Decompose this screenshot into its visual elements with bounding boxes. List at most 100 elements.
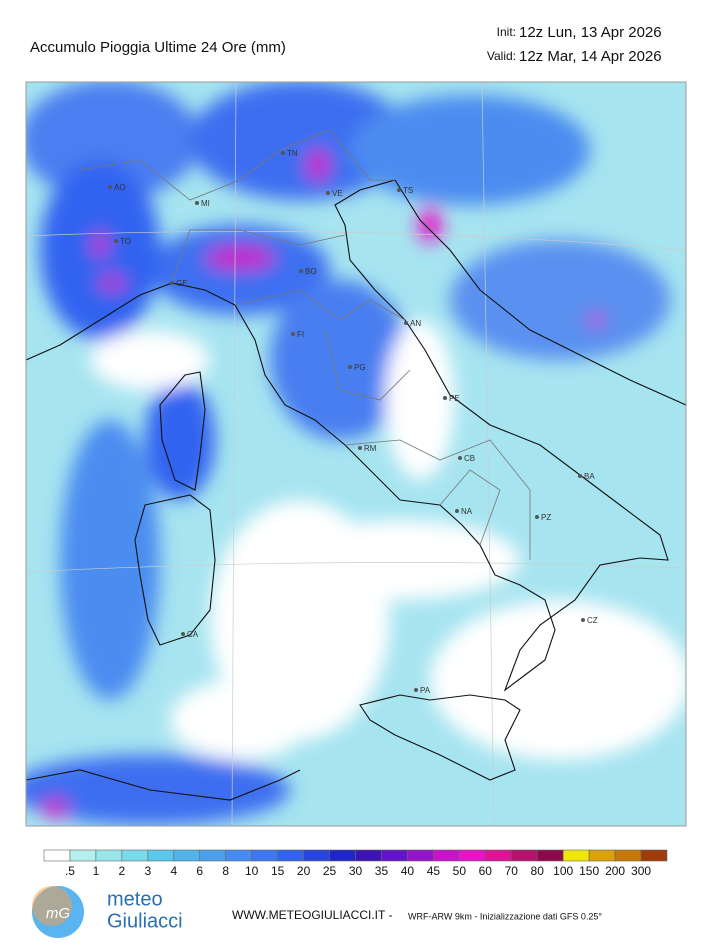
city-label: PE	[449, 394, 460, 403]
legend-swatch	[225, 849, 252, 862]
legend-label: 15	[271, 864, 285, 878]
logo-mark: mG	[46, 905, 70, 922]
legend-swatch	[433, 849, 460, 862]
legend-label: 20	[297, 864, 311, 878]
legend-label: 70	[505, 864, 519, 878]
city-dot	[281, 151, 285, 155]
city-label: NA	[461, 507, 473, 516]
city-label: TS	[403, 186, 413, 195]
legend-label: 100	[553, 864, 573, 878]
city-label: CZ	[587, 616, 598, 625]
legend-swatch	[95, 849, 123, 862]
city-dot	[414, 688, 418, 692]
city-dot	[358, 446, 362, 450]
city-dot	[581, 618, 585, 622]
map-frame	[25, 81, 687, 827]
city-label: RM	[364, 444, 377, 453]
city-dot	[455, 509, 459, 513]
city-label: FI	[297, 330, 304, 339]
city-dot	[458, 456, 462, 460]
legend-label: 10	[245, 864, 259, 878]
city-dot	[195, 201, 199, 205]
map	[26, 82, 686, 826]
city-label: VE	[332, 189, 343, 198]
logo: mG meteo Giuliacci	[32, 886, 183, 938]
legend-swatch	[355, 849, 382, 862]
legend-swatch	[614, 849, 642, 862]
init-value: 12z Lun, 13 Apr 2026	[519, 24, 662, 41]
city-labels: AO MI TO GE TN VE TS BO FI AN PG PE RM CB BA NA PZ CZ CA PA	[108, 149, 598, 695]
legend-label: 300	[631, 864, 651, 878]
city-label: MI	[201, 199, 210, 208]
city-label: TN	[287, 149, 298, 158]
legend-label: 150	[579, 864, 599, 878]
borders	[79, 129, 531, 560]
legend-label: 6	[196, 864, 203, 878]
legend-label: 2	[119, 864, 126, 878]
legend-swatch	[199, 849, 227, 862]
legend-label: .5	[65, 864, 75, 878]
city-dot	[326, 191, 330, 195]
city-dot	[181, 632, 185, 636]
logo-line2: Giuliacci	[107, 910, 183, 932]
city-dot	[348, 365, 352, 369]
city-dot	[299, 269, 303, 273]
city-label: AN	[410, 319, 421, 328]
legend-swatch	[251, 849, 278, 862]
city-label: AO	[114, 183, 126, 192]
legend-label: 8	[222, 864, 229, 878]
legend-swatch	[303, 849, 330, 862]
legend-swatch	[69, 849, 97, 862]
city-label: GE	[176, 279, 188, 288]
legend-swatch	[173, 849, 201, 862]
legend-label: 1	[93, 864, 100, 878]
city-dot	[404, 321, 408, 325]
legend-swatch	[121, 849, 149, 862]
init-label: Init:	[497, 25, 516, 39]
city-dot	[443, 396, 447, 400]
legend-swatch	[510, 849, 538, 862]
legend-label: 4	[170, 864, 177, 878]
legend-swatch	[407, 849, 434, 862]
legend-swatch	[381, 849, 408, 862]
legend-swatch	[588, 849, 616, 862]
legend-label: 80	[531, 864, 545, 878]
city-label: PG	[354, 363, 366, 372]
city-label: CB	[464, 454, 475, 463]
logo-line1: meteo	[107, 888, 163, 910]
city-dot	[535, 515, 539, 519]
legend-label: 50	[453, 864, 467, 878]
legend-label: 45	[427, 864, 441, 878]
city-label: BO	[305, 267, 317, 276]
footer-site: WWW.METEOGIULIACCI.IT -	[232, 908, 392, 922]
legend-swatch	[329, 849, 356, 862]
legend-label: 3	[144, 864, 151, 878]
city-dot	[578, 474, 582, 478]
footer-model: WRF-ARW 9km - Inizializzazione dati GFS …	[408, 911, 602, 921]
legend-label: 25	[323, 864, 337, 878]
city-dot	[114, 239, 118, 243]
city-dot	[291, 332, 295, 336]
city-dot	[397, 188, 401, 192]
legend-swatch	[562, 849, 590, 862]
legend-label: 35	[375, 864, 389, 878]
city-label: CA	[187, 630, 199, 639]
color-legend: .5 1 2 3 4 6 8 10 15 20 25 30 35 40 45 50 60 70 80 100 150 20…	[43, 849, 668, 878]
coastlines	[26, 179, 686, 801]
graticule	[26, 82, 686, 826]
city-dot	[108, 185, 112, 189]
legend-label: 30	[349, 864, 363, 878]
city-label: PZ	[541, 513, 551, 522]
map-title: Accumulo Pioggia Ultime 24 Ore (mm)	[30, 39, 286, 56]
legend-label: 200	[605, 864, 625, 878]
legend-swatch	[459, 849, 486, 862]
rain-field	[26, 82, 686, 825]
city-dot	[170, 281, 174, 285]
legend-swatch	[536, 849, 564, 862]
valid-value: 12z Mar, 14 Apr 2026	[519, 48, 662, 65]
legend-label: 60	[479, 864, 493, 878]
legend-swatch	[43, 849, 71, 862]
legend-swatch	[484, 849, 512, 862]
logo-sun	[32, 886, 72, 926]
